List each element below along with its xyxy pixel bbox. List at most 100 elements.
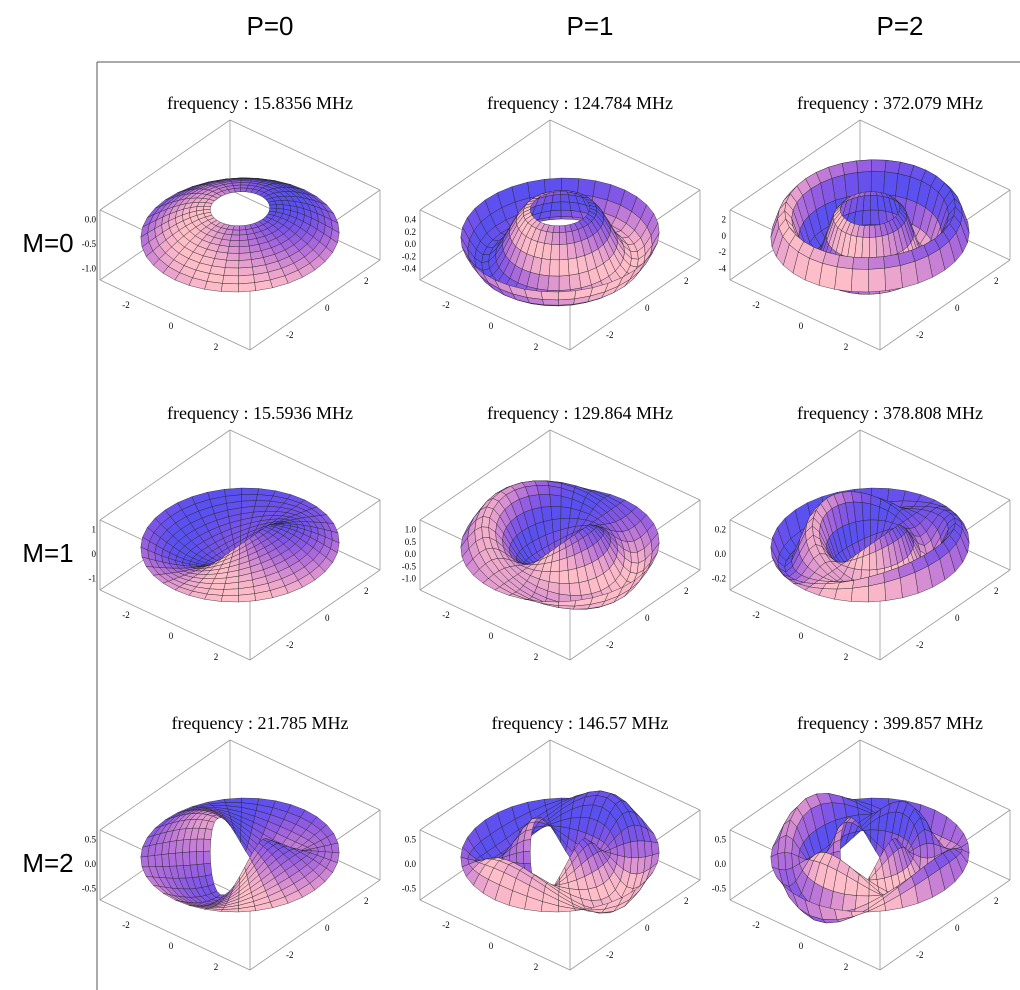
plot-panel: frequency : 399.857 MHz 0.5 0.0 -0.5 -2 0 2 2 0 -…	[712, 713, 1011, 972]
box-edge	[99, 589, 251, 661]
panel-title: frequency : 129.864 MHz	[487, 403, 673, 423]
y-tick-label: 2	[684, 896, 689, 906]
surface-patch	[868, 903, 886, 913]
surface-patch	[161, 853, 170, 867]
z-tick-label: -0.4	[402, 264, 417, 274]
x-tick-label: -2	[752, 920, 760, 930]
panel-title: frequency : 146.57 MHz	[492, 713, 669, 733]
surface-patch	[850, 910, 869, 918]
y-tick-label: -2	[606, 950, 614, 960]
surface-patch	[856, 159, 872, 173]
x-tick-label: 2	[534, 342, 539, 352]
surface-patch	[836, 255, 855, 270]
x-tick-label: 2	[844, 652, 849, 662]
surface-patch	[558, 259, 570, 277]
row-header: M=0	[22, 228, 73, 258]
surface-patch	[926, 843, 935, 859]
plot-panel: frequency : 15.8356 MHz 0.0 -0.5 -1.0 -2 0 2 2 0…	[82, 93, 381, 352]
surface-patch	[560, 201, 572, 211]
x-tick-label: -2	[122, 920, 130, 930]
surface-patch	[239, 229, 248, 236]
box-edge	[729, 739, 861, 831]
surface-patch	[550, 244, 560, 261]
surface-patch	[542, 299, 559, 306]
surface-patch	[558, 557, 569, 572]
z-tick-label: 1	[92, 525, 97, 535]
surface-patch	[818, 588, 838, 600]
z-tick-label: 0.0	[405, 549, 417, 559]
y-tick-label: 0	[955, 303, 960, 313]
surface-patch	[220, 908, 239, 913]
y-tick-label: 0	[325, 613, 330, 623]
surface-patch	[231, 229, 240, 236]
surface-patch	[255, 494, 274, 502]
box-edge	[569, 259, 701, 351]
y-tick-label: -2	[606, 330, 614, 340]
box-edge	[99, 899, 251, 971]
surface-patch	[551, 232, 560, 245]
surface-patch	[568, 273, 582, 291]
box-edge	[729, 589, 881, 661]
surface-patch	[844, 172, 859, 198]
surface-patch	[540, 901, 559, 913]
z-tick-label: -0.2	[402, 251, 416, 261]
x-tick-label: 0	[489, 941, 494, 951]
surface-patch	[203, 838, 212, 852]
y-tick-label: 2	[364, 276, 369, 286]
y-tick-label: 0	[645, 303, 650, 313]
box-edge	[549, 739, 701, 811]
x-tick-label: 0	[169, 631, 174, 641]
y-tick-label: -2	[916, 640, 924, 650]
surface-patch	[238, 282, 256, 293]
x-tick-label: -2	[752, 300, 760, 310]
x-tick-label: -2	[442, 920, 450, 930]
surface-patch	[884, 265, 903, 291]
surface-patch	[189, 851, 198, 866]
x-tick-label: 0	[489, 321, 494, 331]
surface-patch	[870, 503, 880, 521]
surface-patch	[887, 488, 906, 503]
panel-title: frequency : 21.785 MHz	[172, 713, 349, 733]
row-header: M=1	[22, 538, 73, 568]
surface-patch	[550, 506, 562, 520]
y-tick-label: 0	[955, 923, 960, 933]
x-tick-label: 0	[489, 631, 494, 641]
surface-patch	[223, 267, 239, 277]
surface-patch	[630, 551, 639, 564]
surface-patch	[861, 553, 870, 571]
z-tick-label: 0.5	[715, 835, 727, 845]
surface-patch	[919, 843, 928, 859]
box-edge	[419, 739, 551, 831]
surface-patch	[644, 840, 653, 858]
y-tick-label: 0	[325, 923, 330, 933]
surface-patch	[868, 268, 886, 293]
surface-patch	[630, 251, 639, 260]
surface-patch	[548, 571, 560, 584]
surface-patch	[238, 252, 252, 261]
z-tick-label: 2	[722, 215, 727, 225]
x-tick-label: 2	[534, 652, 539, 662]
surface-patch	[222, 588, 239, 596]
x-tick-label: -2	[442, 610, 450, 620]
surface-patch	[861, 502, 872, 521]
surface-patch	[558, 570, 570, 584]
surface-patch	[154, 854, 163, 867]
box-edge	[729, 429, 861, 521]
z-tick-label: 0.5	[405, 835, 417, 845]
surface-patch	[637, 840, 646, 859]
surface-patch	[220, 595, 239, 603]
x-tick-label: -2	[752, 610, 760, 620]
z-tick-label: 0	[722, 231, 727, 241]
surface-patch	[834, 266, 853, 292]
z-tick-label: -1.0	[402, 574, 417, 584]
box-edge	[229, 429, 381, 501]
panel-title: frequency : 372.079 MHz	[797, 93, 983, 113]
surface-patch	[560, 506, 572, 519]
box-edge	[859, 429, 1011, 501]
box-edge	[729, 119, 861, 211]
panel-title: frequency : 378.808 MHz	[797, 403, 983, 423]
z-tick-label: -0.5	[82, 884, 97, 894]
surface-patch	[204, 593, 223, 602]
